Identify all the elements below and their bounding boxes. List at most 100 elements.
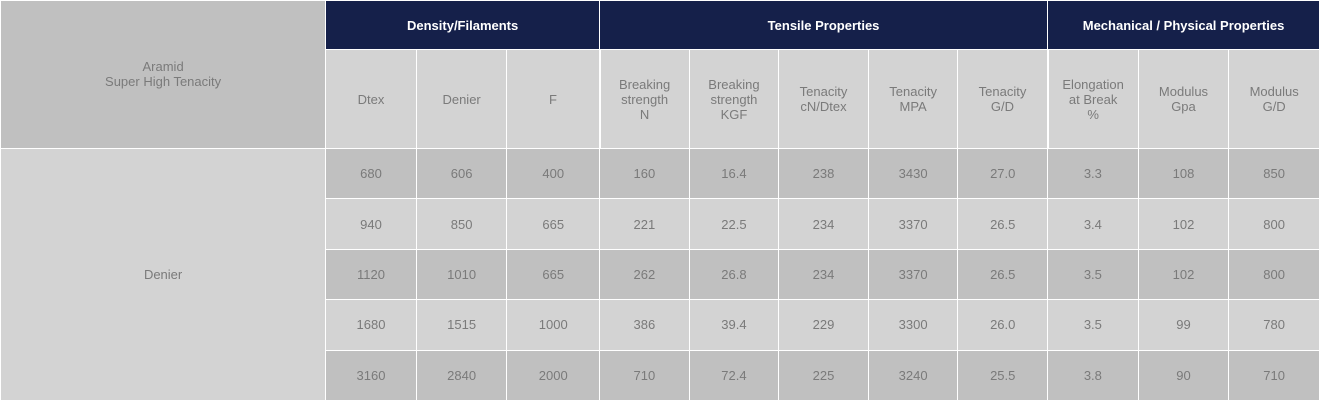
column-header-line: Dtex [357, 91, 385, 107]
table-cell: 1515 [415, 299, 508, 351]
table-cell: 800 [1228, 198, 1320, 250]
column-header: Modulus G/D [1228, 49, 1320, 149]
corner-line-1: Aramid [142, 59, 184, 74]
group-header-tensile: Tensile Properties [599, 0, 1049, 50]
column-header: Denier [415, 49, 508, 149]
table-cell: 221 [599, 198, 690, 250]
column-header-line: Tenacity [799, 84, 848, 99]
table-cell: 238 [778, 147, 869, 200]
table-cell: 940 [325, 198, 417, 250]
table-cell: 3160 [325, 349, 417, 401]
table-cell: 710 [599, 349, 690, 401]
column-header-line: G/D [1262, 99, 1286, 114]
table-cell: 1120 [325, 248, 417, 301]
column-header: Breaking strength KGF [688, 49, 780, 149]
table-cell: 229 [778, 299, 869, 351]
table-cell: 400 [506, 147, 601, 200]
column-header-line: Tenacity [889, 84, 937, 99]
column-header-line: Elongation [1062, 76, 1124, 92]
table-cell: 16.4 [688, 147, 780, 200]
table-cell: 25.5 [957, 349, 1049, 401]
table-cell: 234 [778, 248, 869, 301]
table-cell: 680 [325, 147, 417, 200]
column-header-line: % [1087, 106, 1099, 122]
column-header-line: Breaking [618, 76, 671, 92]
table-cell: 386 [599, 299, 690, 351]
table-cell: 99 [1137, 299, 1230, 351]
table-cell: 102 [1137, 198, 1230, 250]
table-cell: 1680 [325, 299, 417, 351]
table-cell: 3.4 [1047, 198, 1139, 250]
table-cell: 3370 [867, 248, 959, 301]
table-cell: 225 [778, 349, 869, 401]
column-header-line: MPA [899, 99, 927, 114]
column-header-line: Modulus [1249, 84, 1299, 99]
table-cell: 160 [599, 147, 690, 200]
table-cell: 22.5 [688, 198, 780, 250]
column-header: Modulus Gpa [1137, 49, 1230, 149]
table-cell: 3430 [867, 147, 959, 200]
column-header-line: Breaking [708, 76, 760, 92]
table-cell: 850 [1228, 147, 1320, 200]
column-header: Tenacity G/D [957, 49, 1049, 149]
column-header-line: N [639, 106, 650, 122]
table-cell: 26.0 [957, 299, 1049, 351]
row-group-label: Denier [0, 148, 327, 401]
column-header-line: G/D [990, 99, 1015, 114]
table-cell: 710 [1228, 349, 1320, 401]
table-cell: 262 [599, 248, 690, 301]
column-header-line: Denier [442, 91, 481, 107]
table-cell: 234 [778, 198, 869, 250]
table-row: Denier 680 606 400 160 16.4 238 3430 27.0 3.3 108 8… [0, 147, 1320, 401]
column-header-line: F [549, 91, 557, 107]
corner-line-2: Super High Tenacity [105, 74, 222, 89]
table-cell: 3.5 [1047, 299, 1139, 351]
group-header-mechanical: Mechanical / Physical Properties [1047, 0, 1320, 50]
column-header-line: strength [621, 91, 669, 107]
table-cell: 2840 [415, 349, 508, 401]
table-cell: 665 [506, 198, 601, 250]
table-row: 1680 1515 1000 386 39.4 229 3300 26.0 3.5 99 780 [1, 299, 1320, 351]
table-row: 3160 2840 2000 710 72.4 225 3240 25.5 3.8 90 710 [1, 349, 1320, 401]
table-cell: 665 [506, 248, 601, 301]
table-cell: 27.0 [957, 147, 1049, 200]
column-header: Tenacity cN/Dtex [778, 49, 869, 149]
table-cell: 26.5 [957, 198, 1049, 250]
column-header-line: cN/Dtex [800, 99, 847, 114]
table-corner-label: Aramid Super High Tenacity [0, 0, 327, 149]
column-header: Tenacity MPA [867, 49, 959, 149]
table-cell: 3.3 [1047, 147, 1139, 200]
table-cell: 3370 [867, 198, 959, 250]
column-header: Dtex [325, 49, 417, 149]
table-cell: 90 [1137, 349, 1230, 401]
column-header-line: Tenacity [978, 84, 1027, 99]
table-cell: 3.5 [1047, 248, 1139, 301]
column-header-line: Gpa [1171, 99, 1196, 114]
table-cell: 3240 [867, 349, 959, 401]
table-cell: 2000 [506, 349, 601, 401]
column-header-line: strength [710, 91, 758, 107]
table-cell: 108 [1137, 147, 1230, 200]
table-cell: 800 [1228, 248, 1320, 301]
column-header: F [506, 49, 601, 149]
column-header-line: at Break [1068, 91, 1118, 107]
column-header-line: KGF [720, 106, 748, 122]
table-cell: 3300 [867, 299, 959, 351]
group-header-density: Density/Filaments [325, 0, 601, 50]
table-cell: 3.8 [1047, 349, 1139, 401]
table-cell: 1010 [415, 248, 508, 301]
table-cell: 39.4 [688, 299, 780, 351]
table-cell: 850 [415, 198, 508, 250]
column-header: Elongation at Break% [1047, 49, 1139, 149]
table-cell: 606 [415, 147, 508, 200]
table-cell: 780 [1228, 299, 1320, 351]
table-cell: 72.4 [688, 349, 780, 401]
table-cell: 102 [1137, 248, 1230, 301]
table-cell: 26.5 [957, 248, 1049, 301]
column-header-line: Modulus [1158, 84, 1209, 99]
table-row: 1120 1010 665 262 26.8 234 3370 26.5 3.5 102 800 [1, 248, 1320, 301]
table-row: 940 850 665 221 22.5 234 3370 26.5 3.4 102 800 [1, 198, 1320, 250]
table-cell: 26.8 [688, 248, 780, 301]
column-header: Breaking strength N [599, 49, 690, 149]
